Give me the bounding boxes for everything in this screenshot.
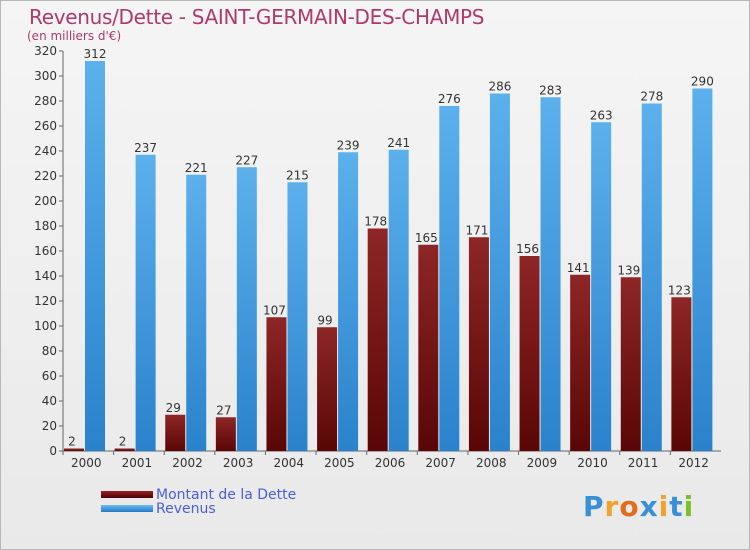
- logo-letter: i: [683, 490, 695, 523]
- x-tick-label: 2005: [324, 456, 355, 470]
- x-tick-label: 2004: [273, 456, 304, 470]
- bar-dette: [215, 417, 236, 451]
- legend-swatch-dette: [101, 491, 153, 498]
- data-label-revenus: 286: [488, 80, 511, 94]
- y-tick-label: 160: [34, 244, 57, 258]
- y-tick-label: 140: [34, 269, 57, 283]
- data-label-dette: 171: [465, 223, 488, 237]
- x-tick-label: 2001: [122, 456, 153, 470]
- x-tick-label: 2009: [527, 456, 558, 470]
- legend-swatch-revenus: [101, 505, 153, 512]
- data-label-revenus: 241: [387, 136, 410, 150]
- y-tick-label: 300: [34, 69, 57, 83]
- bar-dette: [418, 244, 439, 451]
- data-label-revenus: 283: [539, 83, 562, 97]
- data-label-revenus: 239: [337, 138, 360, 152]
- y-tick-label: 60: [42, 369, 57, 383]
- data-label-dette: 99: [317, 313, 332, 327]
- bar-revenus: [641, 103, 662, 451]
- bar-revenus: [85, 61, 105, 451]
- logo-letter: P: [583, 490, 605, 523]
- bar-revenus: [388, 149, 409, 451]
- bar-revenus: [591, 122, 612, 451]
- bar-revenus: [236, 167, 257, 451]
- y-tick-label: 260: [34, 119, 57, 133]
- bar-revenus: [692, 88, 713, 451]
- x-tick-label: 2011: [628, 456, 659, 470]
- proxiti-logo: Proxiti: [583, 490, 694, 523]
- data-label-revenus: 278: [640, 90, 663, 104]
- bar-revenus: [287, 182, 308, 451]
- bar-revenus: [338, 152, 359, 451]
- y-tick-label: 100: [34, 319, 57, 333]
- data-label-revenus: 312: [84, 47, 107, 61]
- data-label-dette: 2: [119, 435, 127, 449]
- x-tick-label: 2006: [375, 456, 406, 470]
- data-label-dette: 123: [668, 283, 691, 297]
- data-label-dette: 2: [68, 435, 76, 449]
- x-tick-label: 2002: [172, 456, 203, 470]
- x-tick-label: 2008: [476, 456, 507, 470]
- x-tick-label: 2010: [577, 456, 608, 470]
- logo-letter: t: [669, 490, 684, 523]
- bar-revenus: [135, 154, 156, 451]
- bar-dette: [165, 414, 186, 451]
- bar-dette: [570, 274, 591, 451]
- data-label-revenus: 221: [185, 161, 208, 175]
- bar-dette: [317, 327, 338, 451]
- data-label-revenus: 276: [438, 92, 461, 106]
- bar-dette: [367, 228, 388, 451]
- bar-dette: [64, 448, 84, 451]
- data-label-revenus: 263: [590, 108, 613, 122]
- data-label-revenus: 227: [235, 153, 258, 167]
- bar-revenus: [186, 174, 207, 451]
- logo-letter: i: [658, 490, 670, 523]
- y-tick-label: 80: [42, 344, 57, 358]
- x-tick-label: 2012: [678, 456, 709, 470]
- data-label-dette: 178: [364, 215, 387, 229]
- data-label-revenus: 237: [134, 141, 157, 155]
- bar-dette: [468, 237, 489, 451]
- bar-dette: [671, 297, 692, 451]
- y-tick-label: 0: [49, 444, 57, 458]
- y-tick-label: 200: [34, 194, 57, 208]
- chart-title: Revenus/Dette - SAINT-GERMAIN-DES-CHAMPS: [29, 5, 485, 29]
- data-label-dette: 29: [166, 401, 181, 415]
- logo-letter: r: [604, 490, 620, 523]
- y-tick-label: 120: [34, 294, 57, 308]
- bar-dette: [620, 277, 641, 451]
- y-tick-label: 40: [42, 394, 57, 408]
- data-label-revenus: 215: [286, 168, 309, 182]
- logo-letter: x: [639, 490, 659, 523]
- y-tick-label: 20: [42, 419, 57, 433]
- bar-dette: [114, 448, 135, 451]
- bar-dette: [266, 317, 287, 451]
- bar-revenus: [489, 93, 510, 451]
- data-label-dette: 156: [516, 242, 539, 256]
- chart-subtitle: (en milliers d'€): [27, 29, 122, 43]
- data-label-dette: 27: [216, 403, 231, 417]
- data-label-revenus: 290: [691, 75, 714, 89]
- legend-label-dette: Montant de la Dette: [156, 487, 297, 503]
- y-tick-label: 240: [34, 144, 57, 158]
- bar-dette: [519, 256, 540, 451]
- data-label-dette: 141: [567, 261, 590, 275]
- x-tick-label: 2000: [71, 456, 102, 470]
- x-tick-label: 2003: [223, 456, 254, 470]
- bar-revenus: [540, 97, 561, 451]
- data-label-dette: 165: [415, 231, 438, 245]
- y-tick-label: 280: [34, 94, 57, 108]
- bar-revenus: [439, 106, 460, 451]
- x-tick-label: 2007: [425, 456, 456, 470]
- y-tick-label: 320: [34, 44, 57, 58]
- y-tick-label: 180: [34, 219, 57, 233]
- logo-letter: o: [619, 490, 640, 523]
- y-tick-label: 220: [34, 169, 57, 183]
- legend-label-revenus: Revenus: [156, 501, 216, 517]
- data-label-dette: 139: [617, 263, 640, 277]
- data-label-dette: 107: [263, 303, 286, 317]
